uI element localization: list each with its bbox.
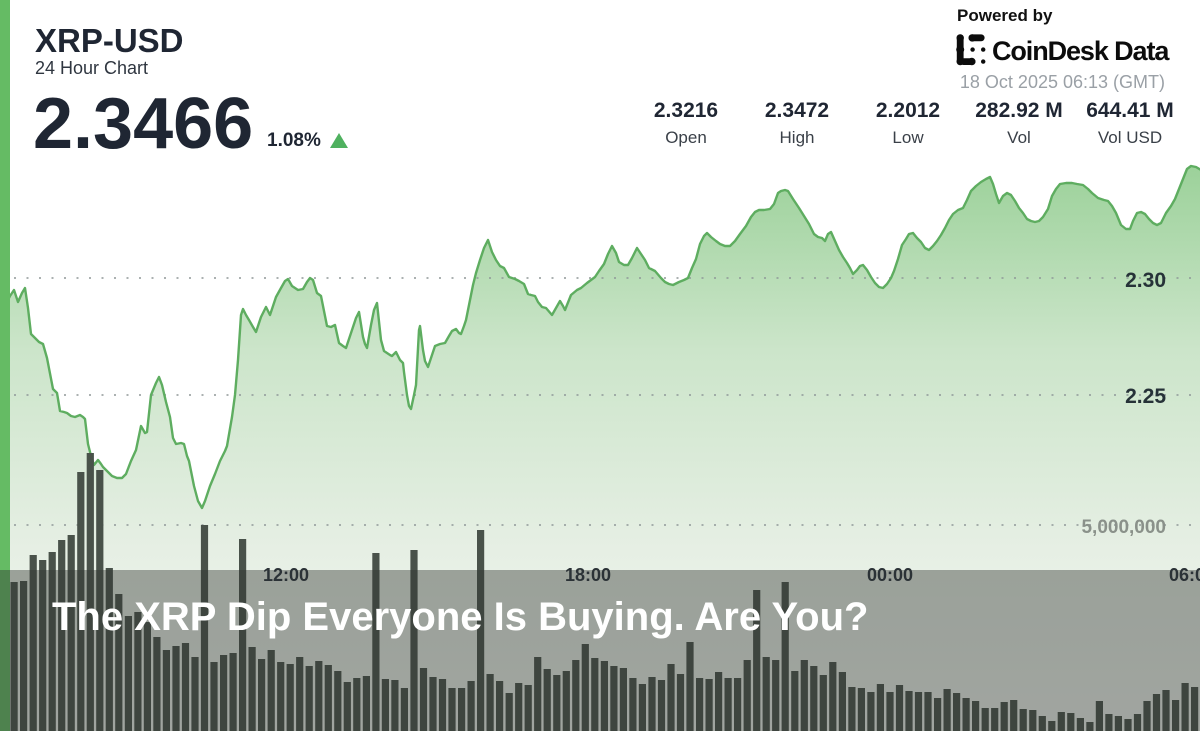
svg-text:2.25: 2.25 (1125, 385, 1166, 408)
svg-text:5,000,000: 5,000,000 (1081, 517, 1166, 538)
svg-text:2.30: 2.30 (1125, 269, 1166, 292)
